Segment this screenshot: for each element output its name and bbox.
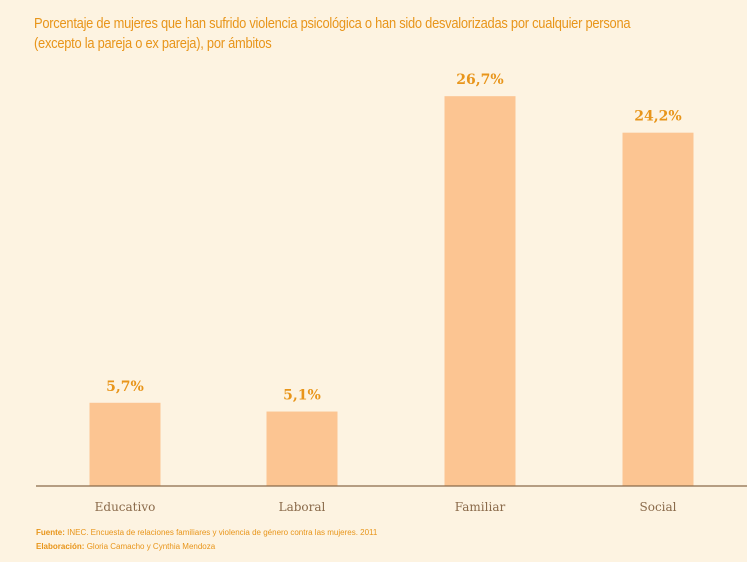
chart-title-line-1: Porcentaje de mujeres que han sufrido vi… xyxy=(34,15,631,32)
value-label-familiar: 26,7% xyxy=(456,72,503,88)
credit-note: Elaboración: Gloria Camacho y Cynthia Me… xyxy=(36,542,215,552)
bars-group xyxy=(89,96,694,487)
chart-title-line-2: (excepto la pareja o ex pareja), por ámb… xyxy=(34,35,272,52)
x-tick-label-familiar: Familiar xyxy=(455,500,506,514)
value-label-laboral: 5,1% xyxy=(283,388,321,404)
value-label-social: 24,2% xyxy=(634,109,681,125)
x-tick-label-laboral: Laboral xyxy=(279,500,326,514)
value-labels-group: 5,7% 5,1% 26,7% 24,2% xyxy=(106,72,682,403)
x-tick-label-educativo: Educativo xyxy=(95,500,156,514)
source-label: Fuente: xyxy=(36,528,65,537)
value-label-educativo: 5,7% xyxy=(106,379,144,395)
bar-laboral xyxy=(266,411,338,486)
credit-label: Elaboración: xyxy=(36,542,85,551)
source-note: Fuente: INEC. Encuesta de relaciones fam… xyxy=(36,528,377,538)
x-tick-labels-group: Educativo Laboral Familiar Social xyxy=(95,500,677,514)
x-tick-label-social: Social xyxy=(640,500,677,514)
credit-text: Gloria Camacho y Cynthia Mendoza xyxy=(86,542,216,551)
bar-social xyxy=(622,132,694,486)
source-text: INEC. Encuesta de relaciones familiares … xyxy=(67,528,378,537)
bar-educativo xyxy=(89,402,161,486)
bar-familiar xyxy=(444,96,516,487)
chart-title: Porcentaje de mujeres que han sufrido vi… xyxy=(34,14,645,54)
